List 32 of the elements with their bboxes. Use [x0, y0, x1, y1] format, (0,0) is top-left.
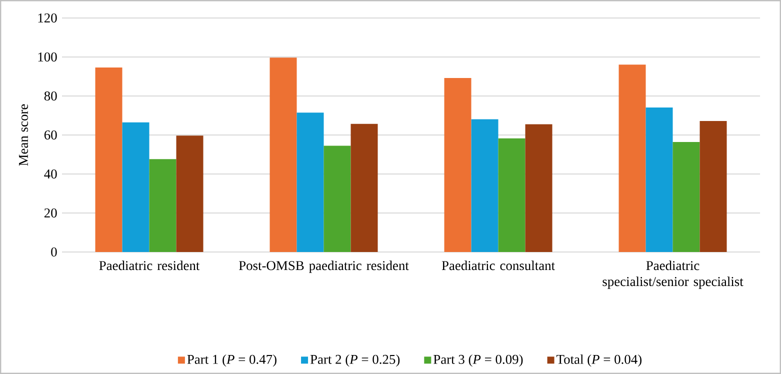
y-axis-title: Mean score: [19, 104, 28, 166]
x-tick-label: Paediatric specialist/senior specialist: [602, 260, 744, 289]
bar: [350, 124, 378, 252]
y-tick-label: 100: [38, 52, 57, 62]
x-tick-label: Post-OMSB paediatric resident: [238, 260, 409, 273]
bar: [122, 122, 150, 252]
bar: [296, 112, 324, 252]
bar: [149, 159, 176, 252]
bar: [471, 119, 498, 252]
bar: [646, 108, 673, 252]
y-tick-label: 120: [38, 13, 57, 23]
bar: [176, 136, 204, 252]
legend-label: Total (P = 0.04): [556, 354, 642, 367]
bar: [444, 78, 472, 252]
y-tick-label: 80: [44, 91, 57, 101]
bar: [270, 58, 297, 252]
y-tick-label: 20: [44, 208, 57, 218]
bar: [95, 68, 122, 252]
x-tick-label: Paediatric consultant: [442, 260, 555, 270]
y-tick-label: 60: [44, 130, 57, 140]
bar: [618, 64, 646, 252]
bar: [700, 120, 727, 252]
bar: [498, 138, 526, 252]
bar: [324, 146, 351, 252]
legend-label: Part 2 (P = 0.25): [310, 354, 400, 367]
bar: [525, 124, 552, 252]
x-tick-label: Paediatric resident: [99, 260, 200, 270]
y-tick-label: 40: [44, 169, 57, 179]
legend-label: Part 3 (P = 0.09): [434, 354, 523, 367]
bar: [672, 142, 700, 252]
y-tick-label: 0: [51, 247, 57, 257]
legend-label: Part 1 (P = 0.47): [187, 354, 276, 367]
